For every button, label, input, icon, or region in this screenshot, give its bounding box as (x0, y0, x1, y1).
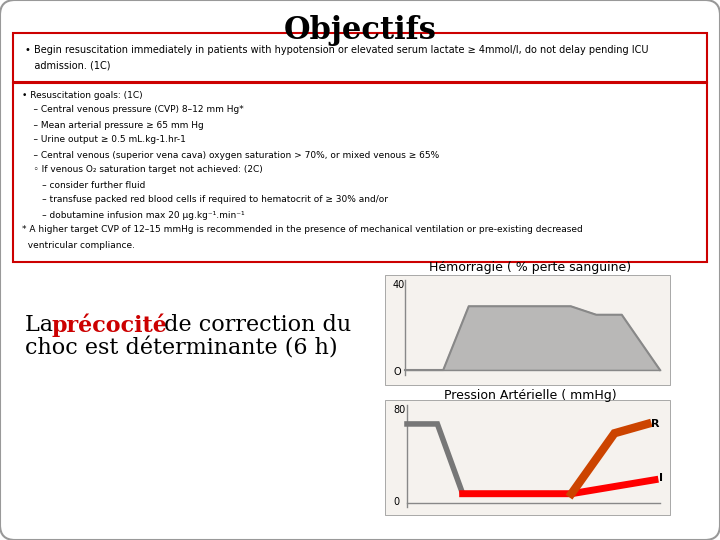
Text: I: I (660, 473, 663, 483)
Text: Pression Artérielle ( mmHg): Pression Artérielle ( mmHg) (444, 388, 616, 402)
Text: ventricular compliance.: ventricular compliance. (22, 240, 135, 249)
Text: – Urine output ≥ 0.5 mL.kg-1.hr-1: – Urine output ≥ 0.5 mL.kg-1.hr-1 (22, 136, 186, 145)
Text: – dobutamine infusion max 20 µg.kg⁻¹.min⁻¹: – dobutamine infusion max 20 µg.kg⁻¹.min… (22, 211, 245, 219)
FancyBboxPatch shape (13, 33, 707, 82)
Text: R: R (652, 419, 660, 429)
Text: – consider further fluid: – consider further fluid (22, 180, 145, 190)
Text: 80: 80 (393, 405, 405, 415)
Text: de correction du: de correction du (157, 314, 351, 336)
Polygon shape (405, 306, 660, 370)
Text: 0: 0 (393, 497, 399, 507)
Text: 40: 40 (393, 280, 405, 290)
Text: – Mean arterial pressure ≥ 65 mm Hg: – Mean arterial pressure ≥ 65 mm Hg (22, 120, 204, 130)
Text: – Central venous (superior vena cava) oxygen saturation > 70%, or mixed venous ≥: – Central venous (superior vena cava) ox… (22, 151, 439, 159)
Text: admission. (1C): admission. (1C) (25, 60, 110, 70)
Text: La: La (25, 314, 60, 336)
Text: – Central venous pressure (CVP) 8–12 mm Hg*: – Central venous pressure (CVP) 8–12 mm … (22, 105, 244, 114)
FancyBboxPatch shape (385, 275, 670, 385)
Text: – transfuse packed red blood cells if required to hematocrit of ≥ 30% and/or: – transfuse packed red blood cells if re… (22, 195, 388, 205)
FancyBboxPatch shape (385, 400, 670, 515)
Text: Objectifs: Objectifs (284, 15, 436, 45)
Text: O: O (393, 367, 400, 377)
Text: • Resuscitation goals: (1C): • Resuscitation goals: (1C) (22, 91, 143, 99)
Text: * A higher target CVP of 12–15 mmHg is recommended in the presence of mechanical: * A higher target CVP of 12–15 mmHg is r… (22, 226, 582, 234)
Text: • Begin resuscitation immediately in patients with hypotension or elevated serum: • Begin resuscitation immediately in pat… (25, 45, 649, 55)
Text: précocité: précocité (52, 313, 168, 337)
Text: choc est déterminante (6 h): choc est déterminante (6 h) (25, 337, 338, 359)
FancyBboxPatch shape (13, 83, 707, 262)
Text: Hémorragie ( % perte sanguine): Hémorragie ( % perte sanguine) (429, 261, 631, 274)
Text: ◦ If venous O₂ saturation target not achieved: (2C): ◦ If venous O₂ saturation target not ach… (22, 165, 263, 174)
